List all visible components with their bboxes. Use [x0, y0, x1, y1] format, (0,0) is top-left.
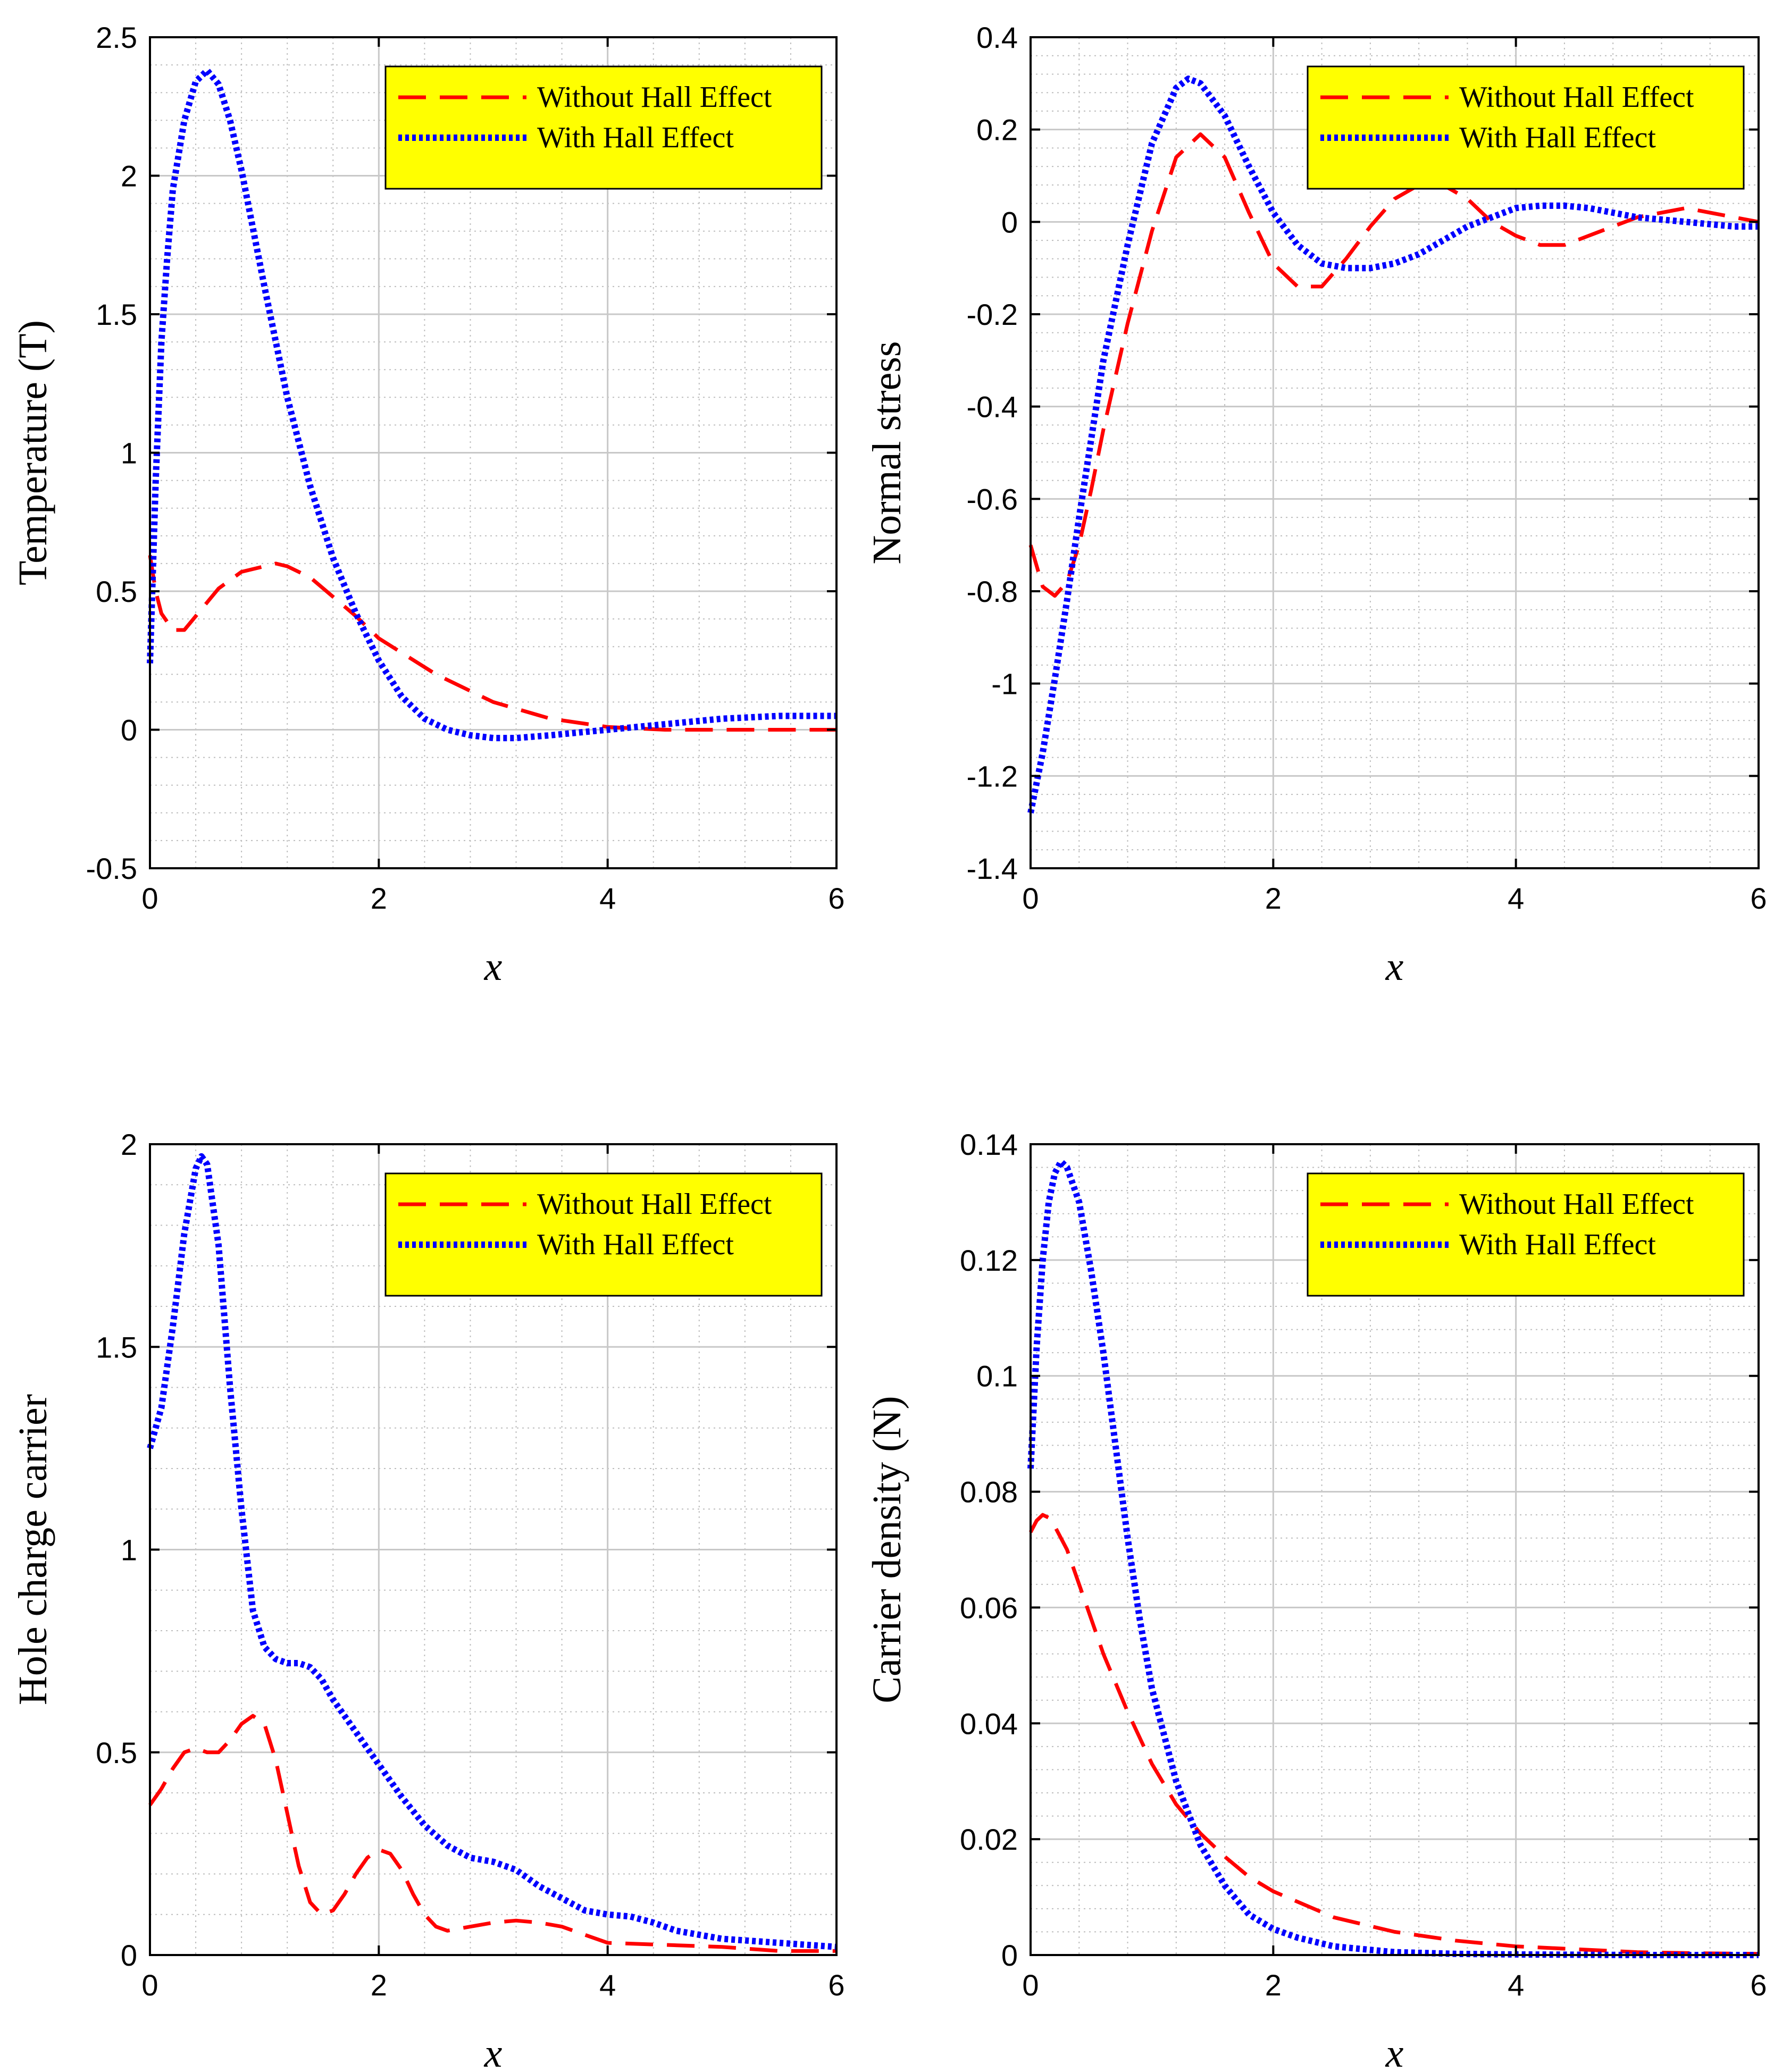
y-tick-label: -1.4: [967, 852, 1018, 885]
y-axis-title: Hole charge carrier: [11, 1394, 55, 1705]
x-tick-label: 4: [599, 1968, 616, 2002]
minor-grid: [1031, 1144, 1759, 1955]
series-line-with-hall-effect: [1027, 1158, 1759, 1958]
y-tick-label: 0.02: [960, 1823, 1018, 1856]
y-tick-label: 2.5: [96, 21, 137, 54]
x-tick-label: 4: [1508, 882, 1524, 915]
y-tick-label: 1: [121, 437, 137, 470]
y-tick-label: 0.14: [960, 1128, 1018, 1161]
x-tick-label: 2: [371, 882, 387, 915]
x-axis-title: x: [484, 944, 503, 989]
legend-label: Without Hall Effect: [1459, 1188, 1694, 1221]
y-tick-label: -0.6: [967, 482, 1018, 516]
legend-box: [1307, 1172, 1745, 1297]
ticks: [1030, 36, 1760, 869]
x-tick-label: 0: [141, 882, 158, 915]
y-tick-label: 0.12: [960, 1244, 1018, 1277]
legend-label: With Hall Effect: [537, 1228, 734, 1261]
x-tick-label: 4: [599, 882, 616, 915]
y-tick-label: 0.1: [976, 1360, 1018, 1393]
x-axis-title: x: [1385, 944, 1404, 989]
x-tick-label: 6: [1750, 1968, 1767, 2002]
chart-carrier-density: 0 2 4 6 0 0.02 0.04 0.06 0.08 0.1 0.12 0.14 x Carrier…: [865, 1128, 1767, 2072]
ticks: [149, 36, 838, 869]
y-tick-label: 0: [1001, 1939, 1018, 1972]
legend-box: [1307, 65, 1745, 190]
x-tick-label: 6: [1750, 882, 1767, 915]
y-tick-label: -1: [991, 667, 1018, 701]
y-tick-label: 0.04: [960, 1707, 1018, 1740]
y-tick-label: 0: [121, 1939, 137, 1972]
y-tick-label: 0.08: [960, 1475, 1018, 1509]
legend: Without Hall Effect With Hall Effect: [384, 1172, 823, 1297]
y-tick-label: 0: [1001, 205, 1018, 239]
y-tick-label: 1: [121, 1533, 137, 1567]
x-tick-label: 2: [1265, 882, 1282, 915]
y-tick-label: -0.2: [967, 298, 1018, 331]
x-tick-label: 2: [1265, 1968, 1282, 2002]
y-tick-label: 0.5: [96, 575, 137, 608]
legend-label: With Hall Effect: [537, 121, 734, 154]
legend-box: [384, 1172, 823, 1297]
series-line-with-hall-effect: [147, 1153, 837, 1950]
axes-box: [1030, 1143, 1760, 1956]
y-axis-title: Temperature (T): [11, 320, 55, 585]
y-tick-label: 0.5: [96, 1736, 137, 1769]
x-axis-title: x: [484, 2031, 503, 2072]
x-tick-label: 6: [828, 882, 844, 915]
x-tick-label: 2: [371, 1968, 387, 2002]
y-axis-title: Normal stress: [865, 341, 909, 564]
legend: Without Hall Effect With Hall Effect: [1307, 65, 1745, 190]
legend-label: With Hall Effect: [1459, 121, 1656, 154]
y-tick-label: -0.8: [967, 575, 1018, 608]
ticks: [149, 1143, 838, 1956]
legend-box: [384, 65, 823, 190]
legend-label: With Hall Effect: [1459, 1228, 1656, 1261]
x-tick-label: 6: [828, 1968, 844, 2002]
series-line-with-hall-effect: [1027, 76, 1759, 813]
legend-label: Without Hall Effect: [1459, 81, 1694, 114]
y-tick-label: -0.5: [86, 852, 138, 885]
x-tick-label: 0: [141, 1968, 158, 2002]
ticks: [1030, 1143, 1760, 1956]
series-line-with-hall-effect: [147, 67, 836, 742]
series-line-without-hall-effect: [148, 555, 836, 732]
y-axis-title: Carrier density (N): [865, 1396, 909, 1703]
legend: Without Hall Effect With Hall Effect: [1307, 1172, 1745, 1297]
series-line-without-hall-effect: [1028, 132, 1759, 598]
y-tick-label: 1.5: [96, 1330, 137, 1364]
y-tick-label: 1.5: [96, 298, 137, 331]
x-tick-label: 0: [1022, 882, 1039, 915]
legend-label: Without Hall Effect: [537, 1188, 772, 1221]
chart-hole-charge-carrier: 0 2 4 6 0 0.5 1 1.5 2 x Hole charge carrier Without…: [11, 1128, 845, 2072]
x-axis-title: x: [1385, 2031, 1404, 2072]
x-tick-label: 0: [1022, 1968, 1039, 2002]
y-tick-label: 0.06: [960, 1591, 1018, 1624]
y-tick-label: 0.4: [976, 21, 1018, 54]
y-tick-label: -0.4: [967, 390, 1018, 424]
x-tick-label: 4: [1508, 1968, 1524, 2002]
legend: Without Hall Effect With Hall Effect: [384, 65, 823, 190]
chart-normal-stress: 0 2 4 6 -1.4 -1.2 -1 -0.8 -0.6 -0.4 -0.2 0 0.2 0.4 x No…: [865, 21, 1767, 989]
y-tick-label: 2: [121, 1128, 137, 1161]
y-tick-label: -1.2: [967, 759, 1018, 793]
axes-box: [1030, 36, 1760, 869]
legend-label: Without Hall Effect: [537, 81, 772, 114]
y-tick-label: 2: [121, 160, 137, 193]
y-tick-label: 0: [121, 714, 137, 747]
y-tick-label: 0.2: [976, 113, 1018, 147]
series-line-without-hall-effect: [148, 1714, 836, 1953]
